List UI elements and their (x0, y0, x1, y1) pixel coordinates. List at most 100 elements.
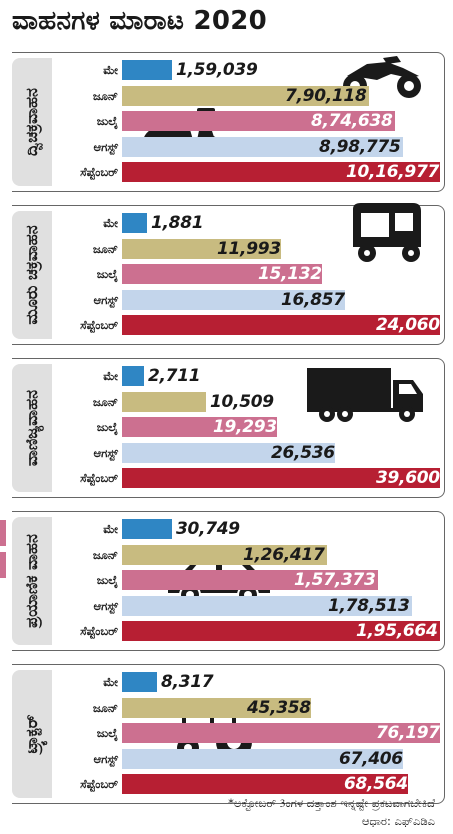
month-label: ಜೂನ್ (92, 700, 118, 715)
bar (122, 544, 327, 565)
value-label: 7,90,118 (285, 85, 367, 106)
auto-rickshaw-icon (345, 201, 425, 263)
bar (122, 595, 412, 616)
bar (122, 621, 440, 641)
month-label: ಆಗಸ್ಟ್ (93, 598, 118, 613)
month-label: ಜೂನ್ (92, 547, 118, 562)
panel-frame (12, 52, 445, 192)
value-label: 8,317 (161, 672, 214, 692)
bar (122, 264, 322, 284)
panel-1: ಮೂರು ಚಕ್ರವಾಹನ ಮೇ 1,881 ಜೂನ್ 11,993 ಜುಲೈ 15,132… (12, 203, 445, 345)
panel-3: ಪ್ರಯಾಣಿಕ ವಾಹನ ಮೇ 30,749 ಜೂನ್ 1,26,417 ಜುಲೈ 1,5… (12, 511, 445, 651)
panel-frame (12, 358, 445, 498)
value-label: 1,26,417 (243, 544, 325, 565)
bar (122, 519, 172, 539)
category-label: ಪ್ರಯಾಣಿಕ ವಾಹನ (22, 534, 41, 628)
bar (122, 748, 403, 769)
value-label: 67,406 (339, 748, 403, 769)
value-label: 1,95,664 (356, 621, 438, 641)
month-label: ಆಗಸ್ಟ್ (93, 292, 118, 307)
panel-4: ಟ್ರ್ಯಾಕ್ಟರ್ ಮೇ 8,317 ಜೂನ್ 45,358 ಜುಲೈ 76,197 ಆಗ… (12, 664, 445, 804)
month-label: ಆಗಸ್ಟ್ (93, 751, 118, 766)
bar (122, 60, 172, 80)
month-label: ಜುಲೈ (96, 114, 118, 128)
category-label: ಮೂರು ಚಕ್ರವಾಹನ (22, 225, 41, 325)
value-label: 15,132 (258, 264, 322, 284)
bar (122, 468, 440, 488)
value-label: 1,78,513 (328, 595, 410, 616)
month-label: ಮೇ (103, 369, 118, 383)
month-label: ಮೇ (103, 675, 118, 689)
value-label: 19,293 (213, 417, 277, 437)
value-label: 39,600 (376, 468, 440, 488)
value-label: 30,749 (176, 519, 240, 539)
value-label: 45,358 (247, 697, 311, 718)
month-label: ಸೆಪ್ಟೆಂಬರ್ (80, 624, 118, 638)
category-label: ಟ್ರ್ಯಾಕ್ಟರ್ (22, 714, 41, 754)
value-label: 26,536 (271, 442, 335, 463)
month-label: ಸೆಪ್ಟೆಂಬರ್ (80, 165, 118, 179)
bar (122, 136, 403, 157)
month-label: ಜುಲೈ (96, 726, 118, 740)
month-label: ಆಗಸ್ಟ್ (93, 445, 118, 460)
month-label: ಜೂನ್ (92, 88, 118, 103)
bar (122, 723, 440, 743)
value-label: 1,57,373 (294, 570, 376, 590)
value-label: 16,857 (281, 289, 345, 310)
category-tab: ವಾಣಿಜ್ಯವಾಹನ (12, 364, 52, 492)
category-tab: ಟ್ರ್ಯಾಕ್ಟರ್ (12, 670, 52, 798)
value-label: 68,564 (344, 774, 408, 794)
value-label: 24,060 (376, 315, 440, 335)
bar (122, 417, 277, 437)
month-label: ಸೆಪ್ಟೆಂಬರ್ (80, 318, 118, 332)
panel-frame (12, 205, 445, 345)
month-label: ಮೇ (103, 63, 118, 77)
bar (122, 289, 345, 310)
truck-icon (305, 366, 427, 424)
category-tab: ದ್ವಿಚಕ್ರವಾಹನ (12, 58, 52, 186)
panel-frame (12, 664, 445, 804)
bar (122, 774, 408, 794)
value-label: 10,509 (210, 391, 274, 412)
category-tab: ಮೂರು ಚಕ್ರವಾಹನ (12, 211, 52, 339)
month-label: ಜುಲೈ (96, 573, 118, 587)
value-label: 76,197 (376, 723, 440, 743)
decorative-side-mark (0, 520, 8, 580)
footnote-line-1: *ಅಕ್ಟೋಬರ್ 3ಂಗಳ ದತ್ತಾಂಶ ಇನ್ನಷ್ಟೇ ಪ್ರಕಟವಾಗ… (228, 796, 435, 810)
bar (122, 391, 206, 412)
month-label: ಸೆಪ್ಟೆಂಬರ್ (80, 471, 118, 485)
panel-frame (12, 511, 445, 651)
month-label: ಜುಲೈ (96, 267, 118, 281)
month-label: ಜುಲೈ (96, 420, 118, 434)
bar (122, 315, 440, 335)
chart-title: ವಾಹನಗಳ ಮಾರಾಟ 2020 (12, 6, 268, 36)
bar (122, 366, 144, 386)
bar (122, 213, 147, 233)
footnote-source: ಆಧಾರ: ಎಫ್‌ಎಡಿಎ (361, 814, 435, 828)
bar (122, 238, 281, 259)
month-label: ಸೆಪ್ಟೆಂಬರ್ (80, 777, 118, 791)
month-label: ಮೇ (103, 522, 118, 536)
value-label: 2,711 (148, 366, 201, 386)
month-label: ಮೇ (103, 216, 118, 230)
bar (122, 442, 335, 463)
category-tab: ಪ್ರಯಾಣಿಕ ವಾಹನ (12, 517, 52, 645)
bar (122, 697, 311, 718)
value-label: 8,98,775 (319, 136, 401, 157)
panel-2: ವಾಣಿಜ್ಯವಾಹನ ಮೇ 2,711 ಜೂನ್ 10,509 ಜುಲೈ 19,293 ಆಗ… (12, 358, 445, 498)
bar (122, 111, 395, 131)
bar (122, 672, 157, 692)
value-label: 10,16,977 (346, 162, 440, 182)
month-label: ಜೂನ್ (92, 394, 118, 409)
value-label: 8,74,638 (311, 111, 393, 131)
category-label: ವಾಣಿಜ್ಯವಾಹನ (22, 389, 41, 467)
value-label: 1,59,039 (176, 60, 258, 80)
bar (122, 162, 440, 182)
category-label: ದ್ವಿಚಕ್ರವಾಹನ (22, 88, 41, 156)
value-label: 1,881 (151, 213, 204, 233)
bar (122, 570, 378, 590)
panel-0: ದ್ವಿಚಕ್ರವಾಹನ ಮೇ 1,59,039 ಜೂನ್ 7,90,118 ಜುಲೈ 8,… (12, 52, 445, 192)
month-label: ಜೂನ್ (92, 241, 118, 256)
bar (122, 85, 369, 106)
value-label: 11,993 (217, 238, 281, 259)
